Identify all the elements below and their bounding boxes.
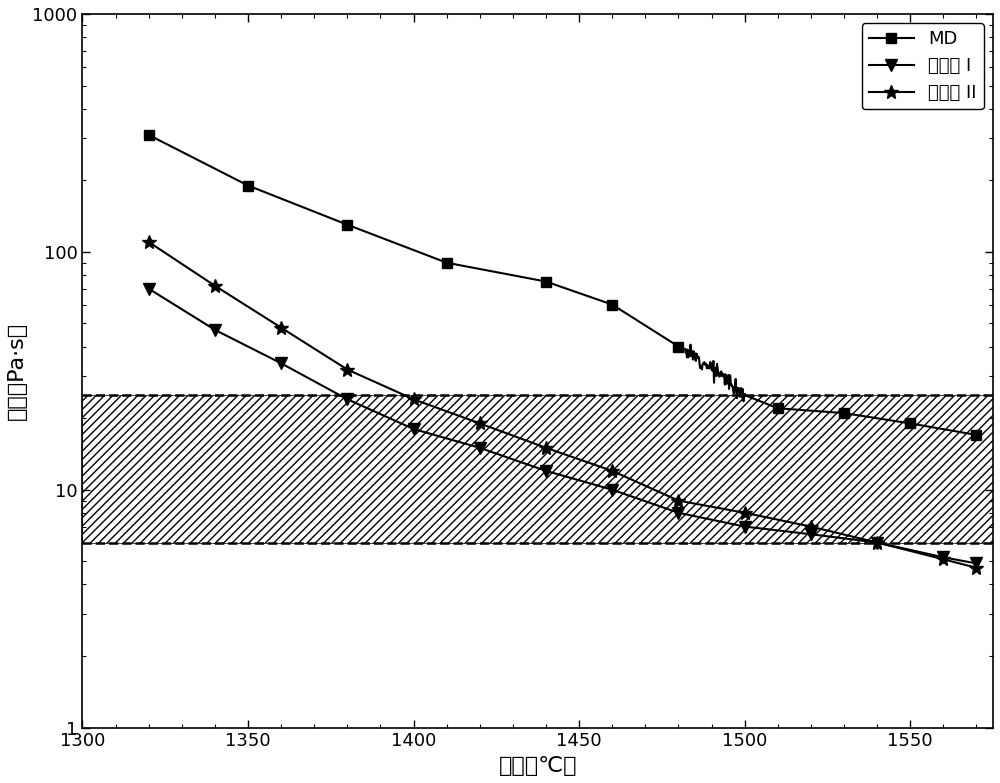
Y-axis label: 粘度（Pa·s）: 粘度（Pa·s） bbox=[7, 322, 27, 420]
Legend: MD, 复合煎 I, 复合煎 II: MD, 复合煎 I, 复合煎 II bbox=[862, 23, 984, 110]
X-axis label: 温度（℃）: 温度（℃） bbox=[499, 756, 577, 776]
